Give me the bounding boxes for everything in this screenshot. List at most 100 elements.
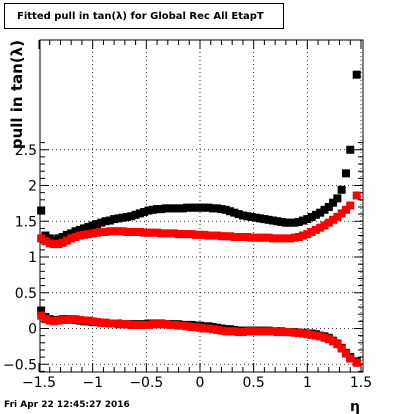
data-point (234, 210, 243, 219)
data-point (273, 328, 282, 337)
data-point (45, 316, 54, 325)
data-point (260, 215, 269, 224)
data-point (208, 204, 217, 213)
data-point (204, 324, 213, 333)
data-point (281, 234, 290, 243)
data-point (204, 203, 213, 212)
data-point (286, 328, 295, 337)
data-point (329, 215, 338, 224)
data-point (161, 320, 170, 329)
grid-lines (40, 40, 363, 372)
data-point (316, 332, 325, 341)
x-axis-title: η (350, 399, 360, 414)
data-point (341, 169, 350, 178)
data-point (281, 218, 290, 227)
y-tick-labels: −0.5 0 0.5 1 1.5 2 2.5 (3, 143, 37, 374)
y-tick-label: 0 (28, 322, 37, 338)
data-point (195, 230, 204, 239)
data-point (273, 217, 282, 226)
data-point (123, 320, 132, 329)
data-point (84, 222, 93, 231)
data-point (41, 231, 50, 240)
data-point (316, 208, 325, 217)
data-point (324, 335, 333, 344)
data-point (148, 205, 157, 214)
data-point (251, 213, 260, 222)
data-point (221, 205, 230, 214)
data-point (148, 320, 157, 329)
data-point (243, 232, 252, 241)
data-point (264, 327, 273, 336)
data-point (286, 218, 295, 227)
data-point (62, 236, 71, 245)
chart-title-text: Fitted pull in tan(λ) for Global Rec All… (17, 10, 264, 22)
data-point (294, 217, 303, 226)
data-point (178, 230, 187, 239)
data-point (213, 204, 222, 213)
data-point (131, 210, 140, 219)
data-point (299, 329, 308, 338)
data-point (226, 327, 235, 336)
data-point (333, 194, 342, 203)
data-point (195, 203, 204, 212)
data-point (337, 209, 346, 218)
data-point (75, 225, 84, 234)
data-point (303, 215, 312, 224)
data-point (58, 315, 67, 324)
data-point (183, 203, 192, 212)
data-point (127, 227, 136, 236)
data-point (183, 230, 192, 239)
data-point (341, 349, 350, 358)
data-point (277, 217, 286, 226)
data-point (303, 330, 312, 339)
data-point (264, 233, 273, 242)
y-tick-label: 1.5 (15, 214, 37, 230)
data-point (238, 211, 247, 220)
x-tick-label: 1.5 (350, 375, 372, 391)
data-point (114, 320, 123, 329)
data-point (105, 216, 114, 225)
data-point (37, 234, 46, 243)
x-tick-label: 0.5 (243, 375, 265, 391)
data-point (50, 317, 59, 326)
data-point (277, 234, 286, 243)
data-point (311, 210, 320, 219)
data-point (157, 320, 166, 329)
data-point (110, 227, 119, 236)
data-point (62, 230, 71, 239)
data-point (221, 327, 230, 336)
data-point (144, 228, 153, 237)
data-point (54, 234, 63, 243)
data-point (97, 227, 106, 236)
data-point (37, 206, 46, 215)
x-tick-label: 0 (196, 375, 205, 391)
data-point (294, 232, 303, 241)
data-point (299, 231, 308, 240)
axis-ticks (38, 40, 363, 372)
data-point (333, 212, 342, 221)
data-point (174, 204, 183, 213)
data-point (71, 227, 80, 236)
data-point (273, 234, 282, 243)
data-point (92, 318, 101, 327)
data-point (97, 318, 106, 327)
data-point (75, 231, 84, 240)
data-point (294, 328, 303, 337)
data-point (234, 232, 243, 241)
data-point (247, 327, 256, 336)
data-point (208, 231, 217, 240)
data-point (247, 212, 256, 221)
data-point (191, 230, 200, 239)
data-point (135, 320, 144, 329)
data-point (230, 208, 239, 217)
y-tick-label: 1 (28, 250, 37, 266)
data-point (174, 321, 183, 330)
data-point (165, 229, 174, 238)
data-point (316, 223, 325, 232)
x-tick-label: −0.5 (129, 375, 163, 391)
data-point (148, 228, 157, 237)
data-point (226, 232, 235, 241)
data-point (101, 318, 110, 327)
data-point (153, 228, 162, 237)
x-tick-label: 1 (303, 375, 312, 391)
